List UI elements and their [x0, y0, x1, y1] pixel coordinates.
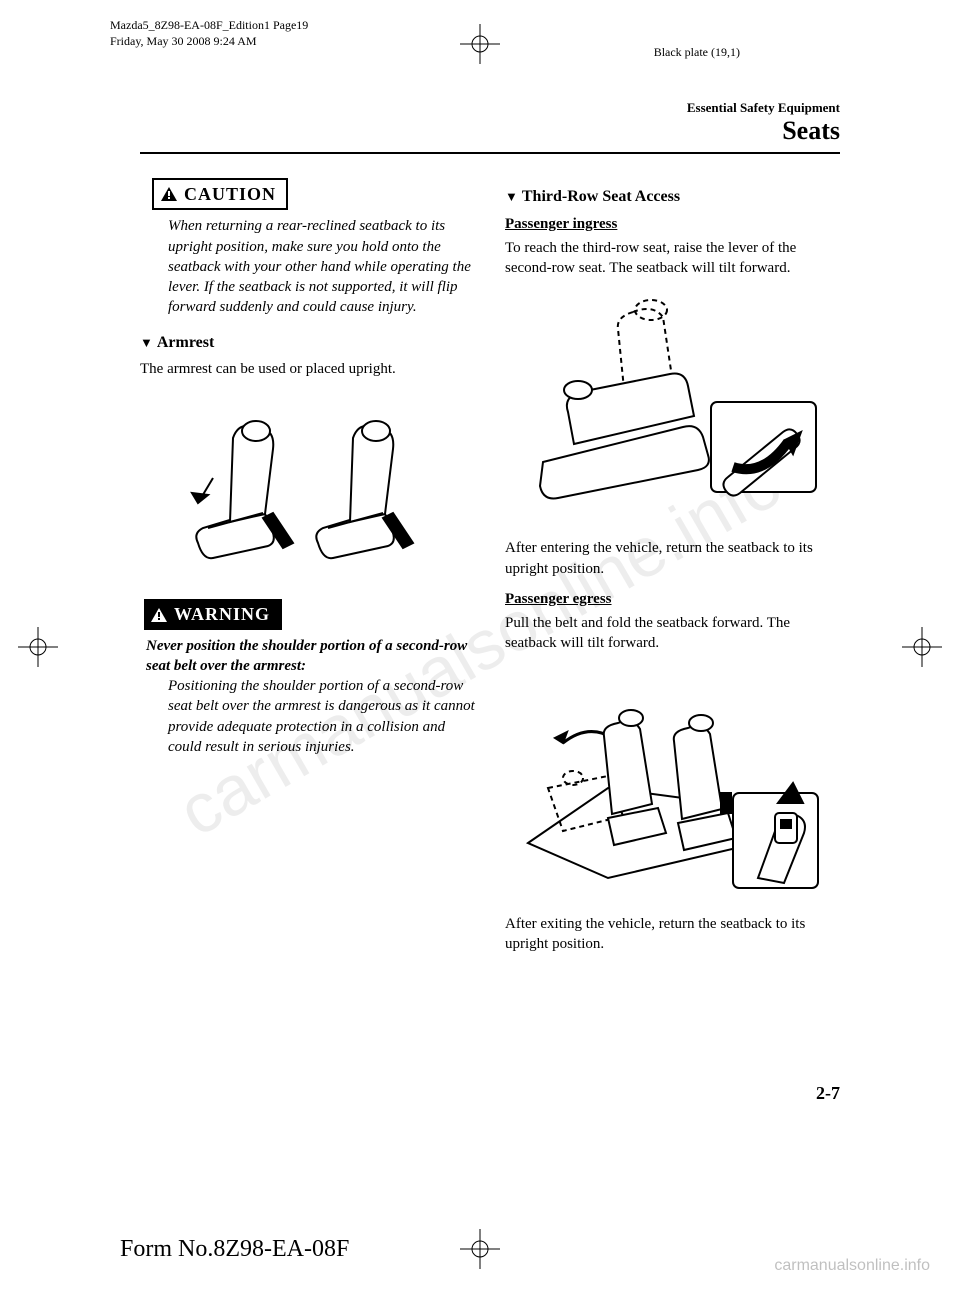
- alert-icon: [160, 186, 178, 202]
- page-content: Essential Safety Equipment Seats CAUTION…: [140, 100, 840, 964]
- footer-brand: carmanualsonline.info: [774, 1257, 930, 1275]
- ingress-heading: Passenger ingress: [505, 214, 840, 234]
- crop-mark-bottom: [460, 1229, 500, 1269]
- third-row-heading: ▼ Third-Row Seat Access: [505, 186, 840, 208]
- crop-mark-top: [460, 24, 500, 64]
- warning-body: Positioning the shoulder portion of a se…: [140, 676, 475, 757]
- egress-after: After exiting the vehicle, return the se…: [505, 914, 840, 955]
- right-column: ▼ Third-Row Seat Access Passenger ingres…: [505, 178, 840, 964]
- warning-text: WARNING: [174, 602, 270, 626]
- egress-body: Pull the belt and fold the seatback forw…: [505, 613, 840, 654]
- left-column: CAUTION When returning a rear-reclined s…: [140, 178, 475, 964]
- armrest-head-text: Armrest: [157, 332, 214, 354]
- ingress-body: To reach the third-row seat, raise the l…: [505, 238, 840, 279]
- crop-mark-right: [902, 627, 942, 667]
- caution-body: When returning a rear-reclined seatback …: [140, 216, 475, 317]
- egress-heading: Passenger egress: [505, 589, 840, 609]
- egress-illustration: [505, 668, 840, 898]
- warning-label: WARNING: [144, 599, 282, 629]
- section-title: Seats: [140, 116, 840, 146]
- armrest-body: The armrest can be used or placed uprigh…: [140, 359, 475, 379]
- header-line1: Mazda5_8Z98-EA-08F_Edition1 Page19: [110, 18, 308, 34]
- ingress-after: After entering the vehicle, return the s…: [505, 538, 840, 579]
- section-header: Essential Safety Equipment Seats: [140, 100, 840, 154]
- crop-mark-left: [18, 627, 58, 667]
- ingress-illustration: [505, 292, 840, 522]
- third-row-head-text: Third-Row Seat Access: [522, 186, 680, 208]
- triangle-icon: ▼: [505, 188, 518, 206]
- form-number: Form No.8Z98-EA-08F: [120, 1236, 349, 1263]
- header-line2: Friday, May 30 2008 9:24 AM: [110, 34, 308, 50]
- section-category: Essential Safety Equipment: [140, 100, 840, 116]
- header-doc-info: Mazda5_8Z98-EA-08F_Edition1 Page19 Frida…: [110, 18, 308, 49]
- armrest-heading: ▼ Armrest: [140, 332, 475, 354]
- warning-head: Never position the shoulder portion of a…: [140, 636, 475, 677]
- armrest-illustration: [140, 393, 475, 583]
- triangle-icon: ▼: [140, 334, 153, 352]
- page-number: 2-7: [816, 1083, 840, 1104]
- caution-text: CAUTION: [184, 182, 276, 206]
- alert-icon: [150, 607, 168, 623]
- caution-label: CAUTION: [152, 178, 288, 210]
- header-plate: Black plate (19,1): [654, 45, 740, 60]
